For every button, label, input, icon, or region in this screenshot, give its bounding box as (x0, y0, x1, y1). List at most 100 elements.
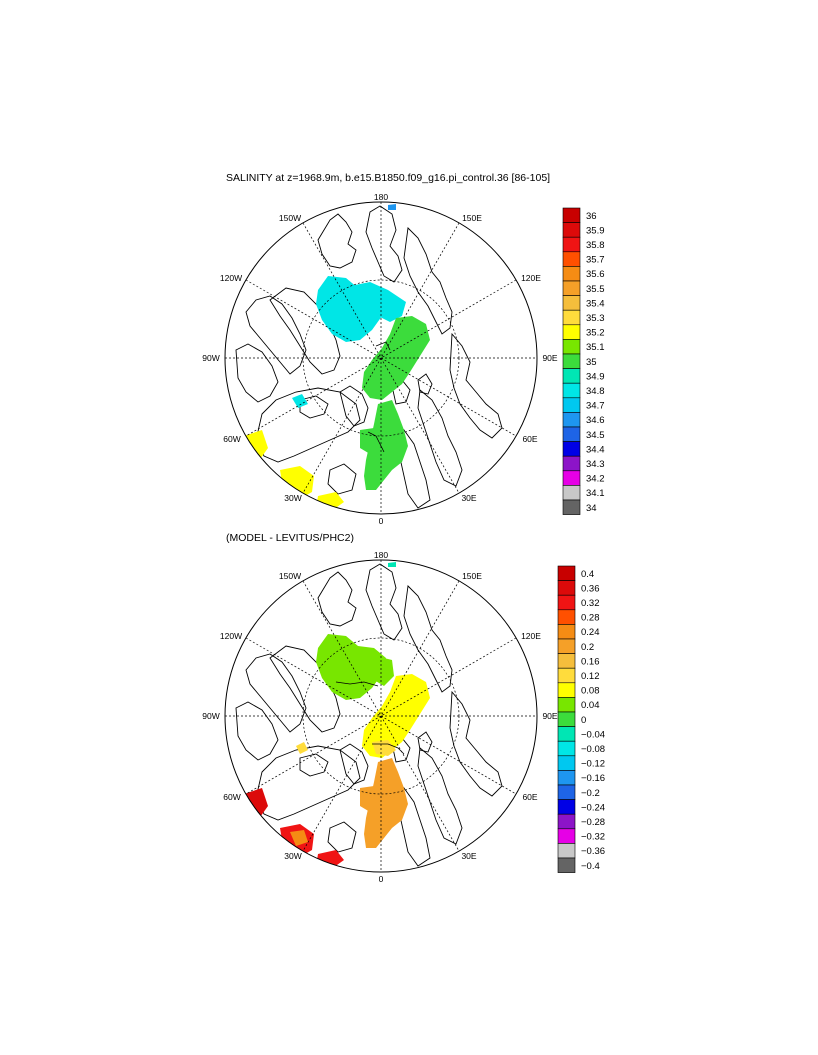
colorbar-tick-label: 35.3 (586, 313, 605, 324)
colorbar-swatch (557, 667, 576, 684)
colorbar-tick-label: 35.9 (586, 225, 605, 236)
colorbar-swatch (557, 843, 576, 859)
colorbar-tick-label: 36 (586, 211, 597, 222)
difference-map-panel: (MODEL - LEVITUS/PHC2) (202, 532, 605, 884)
colorbar-tick-label: 35.4 (586, 298, 605, 309)
coastlines (235, 205, 503, 509)
colorbar-tick-label: 0.16 (581, 656, 600, 667)
colorbar-tick-label: 0.28 (581, 613, 600, 624)
colorbar-tick-label: 0.08 (581, 686, 600, 697)
colorbar-swatch (557, 726, 576, 742)
colorbar-swatch (562, 280, 581, 296)
colorbar-tick-label: 0.2 (581, 642, 594, 653)
colorbar-swatch (562, 309, 581, 326)
lon-label-60e: 60E (522, 792, 537, 802)
colorbar-swatch (557, 624, 576, 640)
colorbar-swatch (562, 485, 581, 501)
colorbar-swatch (562, 353, 581, 369)
colorbar-tick-label: 35.5 (586, 284, 605, 295)
lon-label-180: 180 (374, 550, 388, 560)
colorbar-swatch (557, 857, 576, 873)
colorbar-tick-label: −0.36 (581, 846, 605, 857)
lon-label-30w: 30W (284, 851, 301, 861)
colorbar-swatch (562, 295, 581, 311)
colorbar-tick-label: 35.2 (586, 328, 605, 339)
lon-label-30w: 30W (284, 493, 301, 503)
graticule (225, 202, 537, 514)
colorbar-swatch (562, 412, 581, 428)
colorbar-swatch (557, 638, 576, 654)
map-area (225, 560, 537, 872)
lon-label-120w: 120W (220, 273, 242, 283)
colorbar-swatch (562, 207, 581, 223)
colorbar-tick-label: −0.08 (581, 744, 605, 755)
colorbar-tick-label: 34.4 (586, 444, 605, 455)
colorbar-tick-label: 35.6 (586, 269, 605, 280)
colorbar-swatch (557, 755, 576, 771)
colorbar-tick-label: 0.32 (581, 598, 600, 609)
colorbar-tick-label: 34.5 (586, 430, 605, 441)
colorbar-swatch (562, 251, 581, 267)
colorbar-swatch (557, 711, 576, 727)
colorbar-tick-label: 34.2 (586, 474, 605, 485)
colorbar-swatch (557, 697, 576, 713)
colorbar-swatch (557, 828, 576, 844)
colorbar-tick-label: −0.12 (581, 759, 605, 770)
colorbar-swatch (557, 740, 576, 757)
lon-label-90w: 90W (202, 711, 219, 721)
longitude-labels: 180 150E 120E 90E 60E 30E 0 30W 60W 90W … (202, 550, 558, 884)
colorbar-swatch (562, 266, 581, 282)
colorbar-swatch (562, 339, 581, 355)
colorbar-swatch (562, 236, 581, 253)
lon-label-150w: 150W (279, 213, 301, 223)
colorbar-tick-label: −0.16 (581, 773, 605, 784)
map-area (225, 202, 537, 514)
colorbar-swatch (562, 441, 581, 457)
colorbar-tick-label: −0.32 (581, 832, 605, 843)
colorbar-tick-label: 0.12 (581, 671, 600, 682)
lon-label-30e: 30E (461, 851, 476, 861)
colorbar-tick-label: −0.24 (581, 802, 605, 813)
lon-label-30e: 30E (461, 493, 476, 503)
lon-label-150w: 150W (279, 571, 301, 581)
colorbar-tick-label: 34.1 (586, 488, 605, 499)
colorbar-tick-label: −0.28 (581, 817, 605, 828)
map-boundary-circle (224, 201, 538, 515)
colorbar-swatch (557, 682, 576, 698)
map-boundary-circle (224, 559, 538, 873)
colorbar-swatch (562, 499, 581, 515)
colorbar-swatch (562, 455, 581, 472)
colorbar-tick-label: 34.9 (586, 371, 605, 382)
panel-title: SALINITY at z=1968.9m, b.e15.B1850.f09_g… (226, 172, 550, 184)
colorbar-tick-label: 35.1 (586, 342, 605, 353)
colorbar-tick-label: −0.2 (581, 788, 600, 799)
lon-label-90e: 90E (542, 711, 557, 721)
colorbar-tick-label: 34 (586, 503, 597, 514)
lon-label-90w: 90W (202, 353, 219, 363)
colorbar-tick-label: −0.4 (581, 861, 600, 872)
colorbar-tick-label: 0.04 (581, 700, 600, 711)
colorbar-swatch (562, 368, 581, 384)
colorbar-swatch (562, 470, 581, 486)
colorbar-tick-label: 0.4 (581, 569, 594, 580)
colorbar-tick-label: −0.04 (581, 729, 605, 740)
colorbar-tick-label: 35.7 (586, 255, 605, 266)
colorbar-tick-label: 34.7 (586, 401, 605, 412)
lon-label-60w: 60W (223, 792, 240, 802)
colorbar-tick-label: 34.3 (586, 459, 605, 470)
colorbar-swatch (557, 594, 576, 611)
colorbar-tick-label: 34.8 (586, 386, 605, 397)
colorbar-tick-label: 0.24 (581, 627, 600, 638)
panel-title: (MODEL - LEVITUS/PHC2) (226, 532, 354, 544)
lon-label-120e: 120E (521, 273, 541, 283)
colorbar-tick-label: 35 (586, 357, 597, 368)
graticule (225, 560, 537, 872)
colorbar-tick-label: 0 (581, 715, 586, 726)
colorbar-swatch (557, 770, 576, 786)
colorbar-swatch (557, 784, 576, 800)
longitude-labels: 180 150E 120E 90E 60E 30E 0 30W 60W 90W … (202, 192, 558, 526)
difference-field (244, 562, 430, 870)
colorbar-swatch (557, 609, 576, 625)
colorbar-swatch (562, 426, 581, 442)
